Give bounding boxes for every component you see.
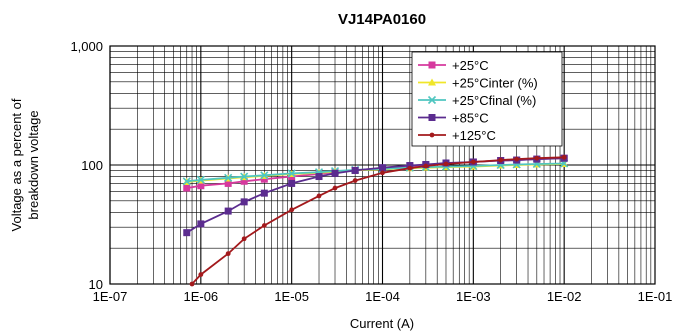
y-axis-label-line-1: Voltage as a percent of [9, 98, 24, 231]
legend-swatch-marker [427, 95, 437, 105]
data-point [182, 177, 191, 186]
x-tick-label: 1E-07 [93, 289, 128, 304]
x-axis-label: Current (A) [350, 316, 414, 331]
x-tick-label: 1E-03 [456, 289, 491, 304]
data-point [315, 173, 323, 181]
data-point [331, 169, 339, 177]
data-point [534, 155, 540, 161]
x-tick-label: 1E-05 [274, 289, 309, 304]
legend-box [411, 51, 563, 147]
data-point [240, 172, 249, 181]
legend-items: +25°C +25°Cinter (%) +25°Cfinal (%) +85°C +1… [418, 58, 538, 143]
data-point [379, 164, 386, 172]
y-tick-label: 100 [81, 158, 103, 173]
legend-swatch-marker [428, 78, 436, 86]
legend-item: +125°C [418, 128, 496, 143]
legend-swatch-marker [429, 132, 435, 138]
legend-item: +25°C [418, 58, 489, 73]
data-point [197, 220, 205, 228]
data-point [289, 207, 295, 213]
data-point [260, 189, 268, 197]
data-point [316, 193, 322, 199]
series-line [191, 156, 565, 285]
data-point [470, 159, 476, 165]
y-axis-label-line-2: breakdown voltage [26, 110, 41, 219]
data-point [241, 236, 247, 242]
x-tick-label: 1E-04 [365, 289, 400, 304]
data-point [352, 178, 358, 183]
chart-title: VJ14PA0160 [338, 11, 426, 28]
data-point [514, 156, 520, 162]
x-tick-label: 1E-02 [547, 289, 582, 304]
plot-area-border [109, 45, 656, 285]
x-tick-label: 1E-01 [638, 289, 673, 304]
data-point [443, 161, 449, 167]
data-point [332, 185, 338, 191]
data-point [288, 179, 296, 187]
legend-label: +25°C [452, 58, 489, 73]
data-point [380, 170, 385, 176]
data-point [287, 169, 296, 178]
x-tick-labels: 1E-07 1E-06 1E-05 1E-04 1E-03 1E-02 1E-01 [93, 289, 673, 304]
data-point [260, 171, 269, 180]
data-point [240, 198, 248, 206]
data-point [561, 154, 567, 160]
y-tick-label: 10 [89, 277, 103, 292]
data-point [260, 175, 268, 183]
legend-label: +85°C [452, 111, 489, 126]
data-point [183, 229, 191, 237]
legend-label: +125°C [452, 128, 496, 143]
data-point [196, 175, 205, 184]
data-point [197, 182, 205, 190]
y-tick-label: 1,000 [70, 39, 103, 54]
legend-item: +25°Cinter (%) [418, 76, 538, 91]
series-4 [189, 154, 567, 287]
y-axis-label: Voltage as a percent of breakdown voltag… [9, 98, 41, 231]
data-point [406, 162, 414, 170]
legend-item: +85°C [418, 111, 489, 126]
legend-label: +25°Cinter (%) [452, 76, 538, 91]
data-point [225, 251, 231, 257]
data-point [198, 272, 204, 277]
data-point [423, 163, 429, 169]
data-point [351, 166, 359, 174]
legend-item: +25°Cfinal (%) [418, 93, 536, 108]
y-tick-labels: 10 100 1,000 [70, 39, 103, 292]
data-point [407, 165, 413, 171]
x-tick-label: 1E-06 [183, 289, 218, 304]
series-group [182, 154, 569, 287]
legend-swatch-marker [428, 61, 436, 69]
series-3 [183, 154, 568, 237]
legend-swatch-marker [428, 114, 436, 121]
data-point [498, 157, 504, 163]
legend-label: +25°Cfinal (%) [452, 93, 536, 108]
data-point [224, 173, 233, 182]
data-point [183, 184, 191, 192]
data-point [224, 207, 232, 215]
data-point [240, 177, 248, 185]
data-point [189, 281, 195, 287]
data-point [261, 223, 267, 228]
legend: +25°C +25°Cinter (%) +25°Cfinal (%) +85°C +1… [411, 51, 563, 147]
data-point [224, 179, 232, 187]
